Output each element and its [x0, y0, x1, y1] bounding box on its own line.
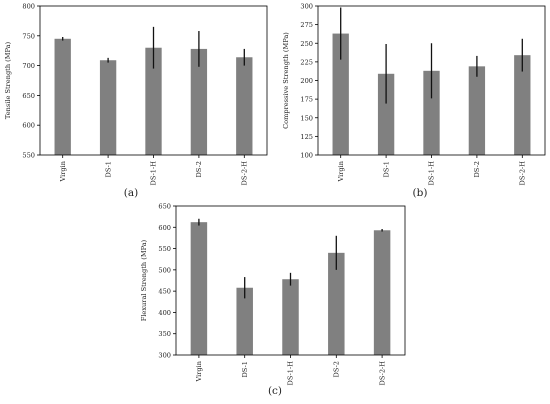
- x-tick-label: Virgin: [195, 360, 203, 382]
- y-tick-label: 100: [300, 152, 313, 160]
- y-tick-label: 400: [158, 309, 171, 317]
- x-tick-label: DS-1: [382, 161, 390, 177]
- y-tick-label: 700: [22, 62, 35, 70]
- y-tick-label: 800: [22, 3, 35, 11]
- bar-ds-2: [190, 48, 208, 155]
- bar-ds-1: [99, 60, 117, 155]
- chart-panel-2: 100 125 150 175 200 225 250 275 300 Virgin DS-1 DS-…: [282, 3, 546, 199]
- y-tick-label: 175: [300, 96, 313, 104]
- bar-ds-2-h: [373, 230, 391, 355]
- x-tick-label: DS-2: [195, 161, 203, 177]
- x-tick-label: DS-2: [473, 161, 481, 177]
- y-tick-label: 200: [300, 77, 313, 85]
- x-tick-label: Virgin: [59, 160, 67, 182]
- y-axis-label: Compressive Strength (MPa): [282, 32, 290, 129]
- y-tick-label: 650: [22, 92, 35, 100]
- x-tick-label: DS-1-H: [287, 361, 295, 386]
- bar-ds-1-h: [145, 47, 162, 155]
- y-axis-label: Flexural Strength (MPa): [140, 239, 148, 321]
- panel-caption: (a): [124, 187, 138, 199]
- y-tick-label: 300: [300, 3, 313, 11]
- x-tick-label: DS-1-H: [150, 161, 158, 186]
- x-tick-label: DS-2-H: [241, 161, 249, 186]
- y-axis-label: Tensile Strength (MPa): [4, 41, 12, 119]
- bar-ds-1-h: [423, 70, 440, 155]
- y-tick-label: 250: [300, 40, 313, 48]
- y-tick-label: 150: [300, 114, 313, 122]
- y-tick-label: 225: [300, 58, 313, 66]
- panel-caption: (b): [413, 187, 428, 199]
- y-tick-label: 600: [158, 224, 171, 232]
- bar-ds-2-h: [514, 55, 531, 155]
- y-tick-label: 300: [158, 352, 171, 360]
- y-tick-label: 650: [158, 203, 171, 211]
- x-tick-label: DS-2: [333, 361, 341, 377]
- y-tick-label: 275: [300, 21, 313, 29]
- bar-virgin: [190, 222, 208, 355]
- y-tick-label: 750: [22, 32, 35, 40]
- panel-caption: (c): [268, 385, 282, 397]
- y-tick-label: 600: [22, 122, 35, 130]
- y-tick-label: 125: [300, 133, 313, 141]
- bar-ds-1-h: [282, 279, 299, 355]
- bar-ds-2: [328, 252, 345, 355]
- x-tick-label: DS-2-H: [378, 361, 386, 386]
- bar-virgin: [332, 33, 349, 155]
- bar-ds-2: [468, 66, 486, 155]
- x-tick-label: DS-2-H: [519, 161, 527, 186]
- chart-panel-1: 550 600 650 700 750 800 Virgin DS-1 DS-1-H DS-2 DS…: [4, 3, 268, 199]
- x-tick-label: DS-1: [104, 161, 112, 177]
- y-tick-label: 500: [158, 266, 171, 274]
- y-tick-label: 350: [158, 330, 171, 338]
- x-tick-label: DS-1: [241, 361, 249, 377]
- bar-ds-1: [377, 73, 395, 155]
- x-tick-label: Virgin: [337, 160, 345, 182]
- bar-ds-1: [236, 287, 253, 355]
- chart-panel-3: 300 350 400 450 500 550 600 650 Virgin DS-1 DS-1-H…: [140, 203, 406, 397]
- bar-virgin: [54, 38, 71, 155]
- bar-ds-2-h: [236, 57, 253, 156]
- y-tick-label: 550: [22, 152, 35, 160]
- y-tick-label: 550: [158, 245, 171, 253]
- x-tick-label: DS-1-H: [428, 161, 436, 186]
- y-tick-label: 450: [158, 288, 171, 296]
